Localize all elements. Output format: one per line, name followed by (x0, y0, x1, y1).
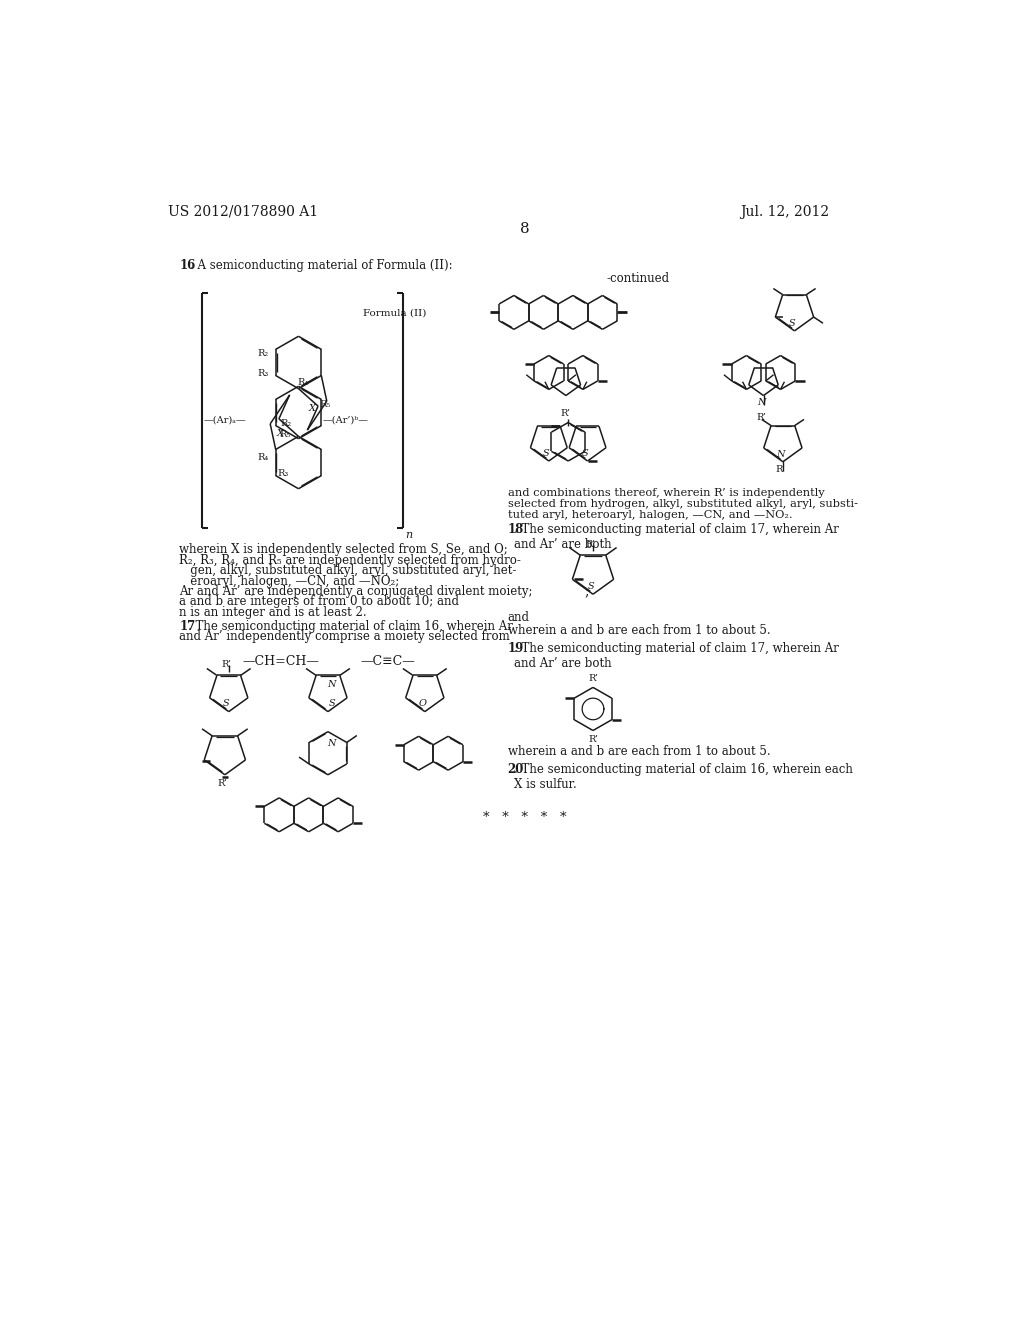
Text: . The semiconducting material of claim 17, wherein Ar
and Ar’ are both: . The semiconducting material of claim 1… (514, 524, 839, 552)
Text: -continued: -continued (606, 272, 670, 285)
Text: R₂: R₂ (281, 418, 292, 428)
Text: US 2012/0178890 A1: US 2012/0178890 A1 (168, 205, 318, 219)
Text: R’: R’ (588, 735, 598, 744)
Text: wherein X is independently selected from S, Se, and O;: wherein X is independently selected from… (179, 544, 508, 557)
Text: ;: ; (585, 586, 590, 599)
Text: 18: 18 (508, 524, 524, 536)
Text: S: S (543, 449, 550, 458)
Text: a and b are integers of from 0 to about 10; and: a and b are integers of from 0 to about … (179, 595, 459, 609)
Text: Ar and Ar’ are independently a conjugated divalent moiety;: Ar and Ar’ are independently a conjugate… (179, 585, 532, 598)
Text: X: X (308, 404, 315, 413)
Text: . A semiconducting material of Formula (II):: . A semiconducting material of Formula (… (190, 259, 453, 272)
Text: R₅: R₅ (319, 400, 331, 409)
Text: R₃: R₃ (257, 370, 268, 379)
Text: eroaryl, halogen, —CN, and —NO₂;: eroaryl, halogen, —CN, and —NO₂; (179, 574, 399, 587)
Text: N: N (776, 450, 784, 459)
Text: wherein a and b are each from 1 to about 5.: wherein a and b are each from 1 to about… (508, 624, 770, 638)
Text: O: O (419, 700, 427, 709)
Text: S: S (788, 318, 796, 327)
Text: R₄: R₄ (257, 453, 268, 462)
Text: Jul. 12, 2012: Jul. 12, 2012 (740, 205, 829, 219)
Text: wherein a and b are each from 1 to about 5.: wherein a and b are each from 1 to about… (508, 744, 770, 758)
Text: R’: R’ (218, 779, 227, 788)
Text: and Ar’ independently comprise a moiety selected from: and Ar’ independently comprise a moiety … (179, 631, 510, 643)
Text: S: S (588, 582, 594, 591)
Text: —(Ar’)ᵇ—: —(Ar’)ᵇ— (323, 416, 369, 425)
Text: N: N (757, 397, 765, 407)
Text: R₄: R₄ (297, 378, 308, 387)
Text: R’: R’ (586, 540, 596, 549)
Text: R’: R’ (757, 412, 766, 421)
Text: 17: 17 (179, 620, 196, 634)
Text: S: S (329, 700, 335, 709)
Text: R₂: R₂ (257, 350, 268, 358)
Text: tuted aryl, heteroaryl, halogen, —CN, and —NO₂.: tuted aryl, heteroaryl, halogen, —CN, an… (508, 510, 793, 520)
Text: . The semiconducting material of claim ​16, wherein each
X is sulfur.: . The semiconducting material of claim ​… (514, 763, 853, 791)
Text: R₃: R₃ (278, 470, 289, 478)
Text: 19: 19 (508, 642, 524, 655)
Text: R₂, R₃, R₄, and R₅ are independently selected from hydro-: R₂, R₃, R₄, and R₅ are independently sel… (179, 554, 521, 566)
Text: . The semiconducting material of claim 17, wherein Ar
and Ar’ are both: . The semiconducting material of claim 1… (514, 642, 839, 671)
Text: and combinations thereof, wherein R’ is independently: and combinations thereof, wherein R’ is … (508, 488, 824, 498)
Text: 8: 8 (520, 222, 529, 235)
Text: gen, alkyl, substituted alkyl, aryl, substituted aryl, het-: gen, alkyl, substituted alkyl, aryl, sub… (179, 564, 516, 577)
Text: n: n (406, 529, 413, 540)
Text: n is an integer and is at least 2.: n is an integer and is at least 2. (179, 606, 367, 619)
Text: R’: R’ (588, 673, 598, 682)
Text: R’: R’ (221, 660, 231, 669)
Text: S: S (223, 700, 229, 709)
Text: selected from hydrogen, alkyl, substituted alkyl, aryl, substi-: selected from hydrogen, alkyl, substitut… (508, 499, 858, 508)
Text: S: S (582, 449, 589, 458)
Text: 20: 20 (508, 763, 524, 776)
Text: —C≡C—: —C≡C— (360, 655, 416, 668)
Text: Formula (II): Formula (II) (362, 309, 426, 318)
Text: 16: 16 (179, 259, 196, 272)
Text: N: N (328, 680, 336, 689)
Text: . The semiconducting material of claim ​16, wherein Ar: . The semiconducting material of claim ​… (188, 620, 513, 634)
Text: X: X (276, 429, 284, 437)
Text: R’: R’ (560, 409, 570, 417)
Text: *   *   *   *   *: * * * * * (483, 812, 566, 825)
Text: —CH=CH—: —CH=CH— (243, 655, 319, 668)
Text: R’: R’ (775, 465, 785, 474)
Text: —(Ar)ₐ—: —(Ar)ₐ— (204, 416, 247, 425)
Text: and: and (508, 611, 529, 624)
Text: N: N (328, 739, 336, 748)
Text: R₅: R₅ (280, 430, 291, 440)
